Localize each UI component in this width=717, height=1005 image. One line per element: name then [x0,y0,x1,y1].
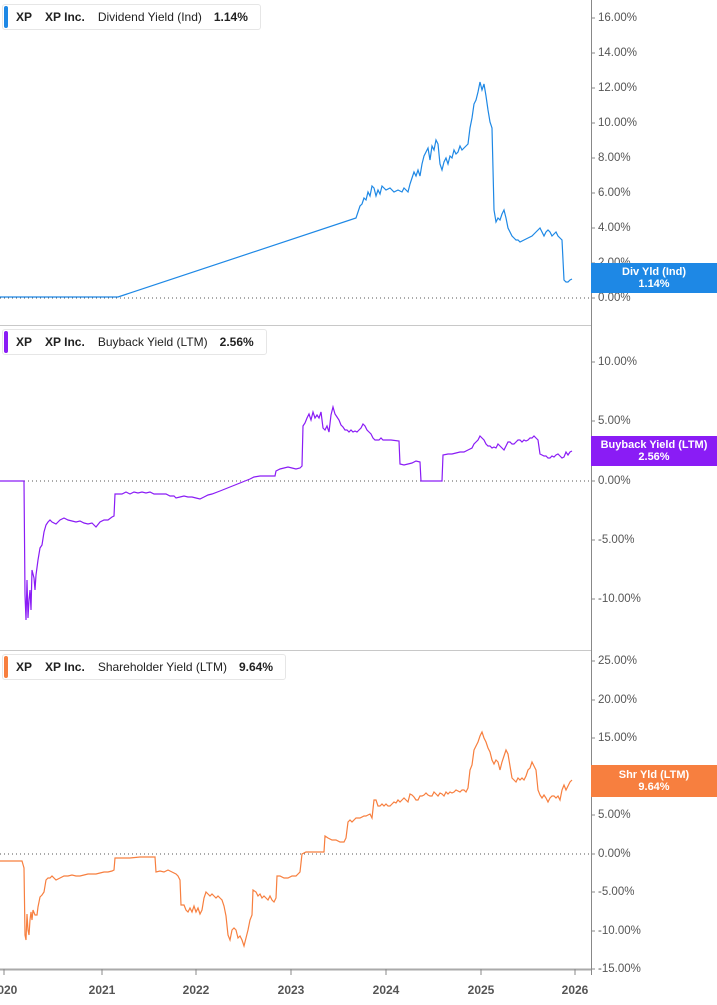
x-tick-label: 2022 [182,983,210,997]
legend-metric: Buyback Yield (LTM) [97,335,208,349]
current-value-tag-buyback: Buyback Yield (LTM) 2.56% [591,436,717,466]
y-tick-label: 4.00% [598,222,631,234]
y-axis-ticks [592,17,595,970]
legend-dividend-yield[interactable]: XP XP Inc. Dividend Yield (Ind) 1.14% [2,4,261,30]
y-tick-label: 0.00% [598,475,631,487]
buyback-yield-line[interactable] [0,404,573,621]
tag-label: Shr Yld (LTM) [618,769,690,781]
y-tick-label: 0.00% [598,292,631,304]
legend-company: XP Inc. [45,335,85,349]
tag-value: 2.56% [638,451,670,463]
x-axis-ticks [3,969,576,975]
legend-value: 1.14% [213,10,248,24]
y-tick-label: 0.00% [598,848,631,860]
y-tick-label: 25.00% [598,655,638,667]
y-tick-label: -10.00% [598,593,641,605]
legend-ticker: XP [16,660,33,674]
tag-value: 9.64% [638,781,670,793]
legend-company: XP Inc. [45,660,85,674]
x-tick-label: 2026 [561,983,589,997]
legend-shareholder-yield[interactable]: XP XP Inc. Shareholder Yield (LTM) 9.64% [2,654,287,680]
series-color-swatch [4,6,8,28]
x-tick-label: 2021 [88,983,116,997]
legend-company: XP Inc. [45,10,85,24]
series-color-swatch [4,331,8,353]
y-tick-label: 12.00% [598,82,638,94]
x-tick-label: 2025 [467,983,495,997]
tag-value: 1.14% [638,278,670,290]
y-tick-label: 5.00% [598,809,631,821]
current-value-tag-shareholder: Shr Yld (LTM) 9.64% [591,765,717,797]
y-tick-label: 8.00% [598,152,631,164]
legend-metric: Shareholder Yield (LTM) [97,660,227,674]
tag-label: Buyback Yield (LTM) [600,439,708,451]
y-tick-label: -15.00% [598,963,641,975]
y-tick-label: 10.00% [598,356,638,368]
x-tick-label: 2024 [372,983,400,997]
y-tick-label: 5.00% [598,415,631,427]
y-tick-label: 16.00% [598,12,638,24]
tag-label: Div Yld (Ind) [622,266,686,278]
y-tick-label: 14.00% [598,47,638,59]
legend-buyback-yield[interactable]: XP XP Inc. Buyback Yield (LTM) 2.56% [2,329,267,355]
y-tick-label: -5.00% [598,534,635,546]
legend-metric: Dividend Yield (Ind) [97,10,202,24]
current-value-tag-dividend: Div Yld (Ind) 1.14% [591,263,717,293]
legend-ticker: XP [16,10,33,24]
dividend-yield-line[interactable] [0,81,573,298]
y-tick-label: 20.00% [598,694,638,706]
series-color-swatch [4,656,8,678]
x-tick-label: 2023 [277,983,305,997]
y-tick-label: 10.00% [598,117,638,129]
y-tick-label: -10.00% [598,925,641,937]
y-tick-label: 6.00% [598,187,631,199]
legend-value: 9.64% [238,660,274,674]
shareholder-yield-line[interactable] [0,730,573,949]
legend-ticker: XP [16,335,33,349]
y-tick-label: -5.00% [598,886,635,898]
legend-value: 2.56% [219,335,254,349]
y-tick-label: 15.00% [598,732,638,744]
